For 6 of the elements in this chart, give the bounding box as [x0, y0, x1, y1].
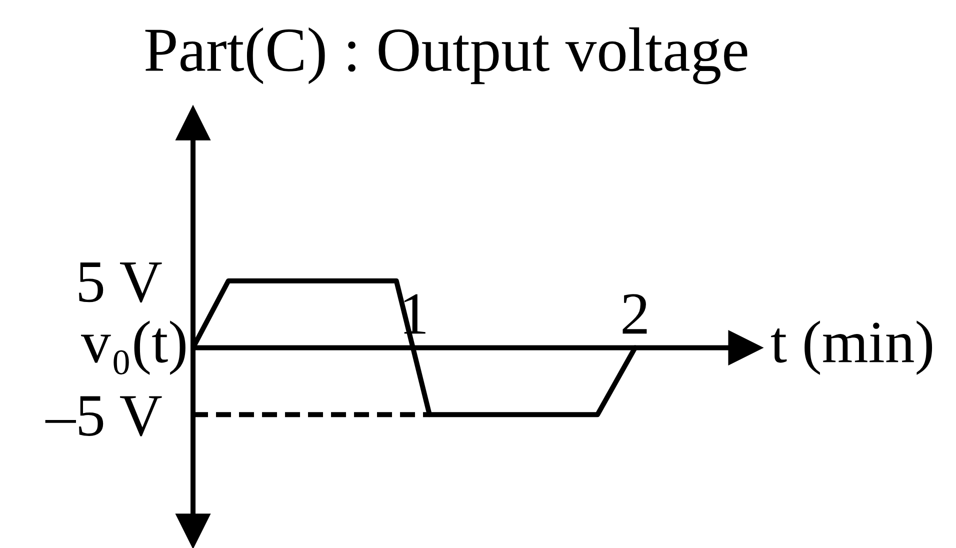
- y-axis-title: v₀(t): [81, 320, 186, 375]
- x-tick-label: 2: [622, 294, 647, 334]
- y-tick-label: –5 V: [45, 396, 162, 436]
- y-tick-label: 5 V: [79, 262, 162, 302]
- chart-title: Part(C) : Output voltage: [145, 27, 748, 84]
- x-axis-title: t (min): [771, 320, 932, 375]
